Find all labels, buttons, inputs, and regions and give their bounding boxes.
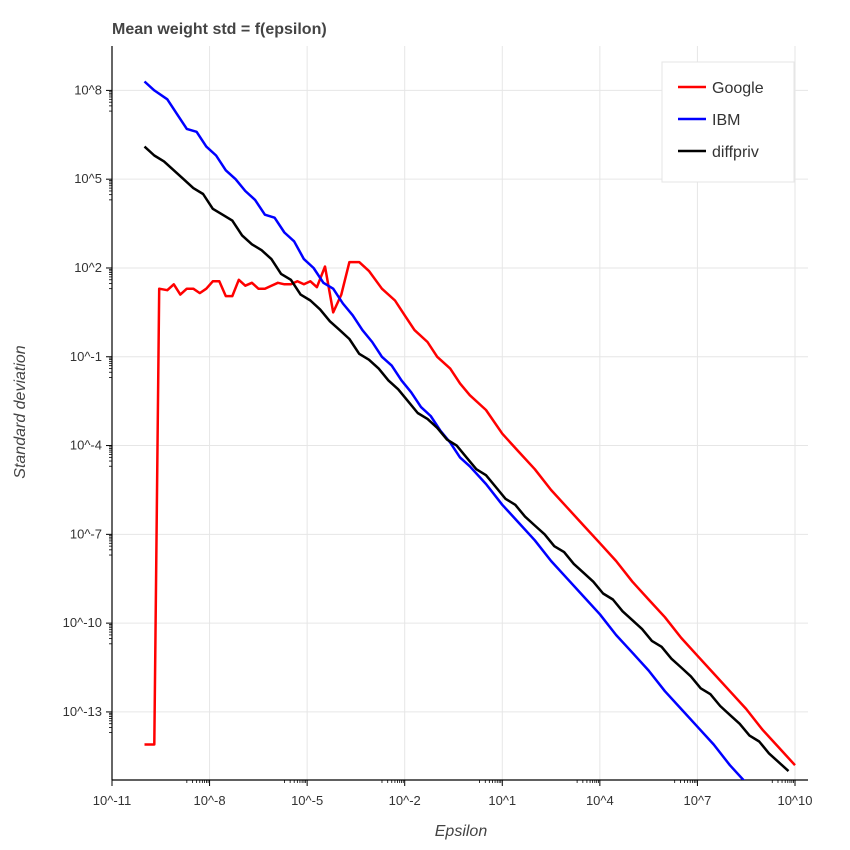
legend-label-ibm: IBM [712, 112, 740, 129]
grid [111, 46, 808, 780]
y-tick-label: 10^5 [74, 171, 102, 186]
series-line-ibm [143, 80, 746, 780]
series-line-diffpriv [143, 145, 790, 773]
series-line-google [144, 260, 796, 767]
x-tick-label: 10^-2 [389, 793, 421, 808]
y-tick-label: 10^-10 [63, 615, 102, 630]
x-tick-label: 10^-8 [194, 793, 226, 808]
x-tick-label: 10^10 [777, 793, 812, 808]
y-tick-label: 10^-1 [70, 349, 102, 364]
y-tick-label: 10^2 [74, 260, 102, 275]
legend-box [661, 61, 795, 183]
legend-label-diffpriv: diffpriv [712, 144, 759, 161]
y-tick-label: 10^8 [74, 82, 102, 97]
x-tick-label: 10^-5 [291, 793, 323, 808]
y-tick-label: 10^-4 [70, 438, 102, 453]
y-axis-title: Standard deviation [12, 345, 29, 479]
series-layer [143, 80, 796, 780]
x-tick-label: 10^-11 [93, 793, 131, 808]
x-axis-title: Epsilon [435, 823, 488, 840]
y-tick-label: 10^-13 [63, 704, 102, 719]
legend: Google IBM diffpriv [661, 61, 795, 183]
y-tick-label: 10^-7 [70, 526, 102, 541]
axes: 10^-11 10^-8 10^-5 10^-2 10^1 10^4 10^7 10^10 10… [63, 46, 813, 808]
chart-title: Mean weight std = f(epsilon) [112, 21, 327, 38]
series-clip-group [143, 80, 796, 780]
x-tick-label: 10^1 [488, 793, 516, 808]
x-tick-label: 10^4 [586, 793, 614, 808]
legend-label-google: Google [712, 80, 764, 97]
x-tick-label: 10^7 [684, 793, 712, 808]
